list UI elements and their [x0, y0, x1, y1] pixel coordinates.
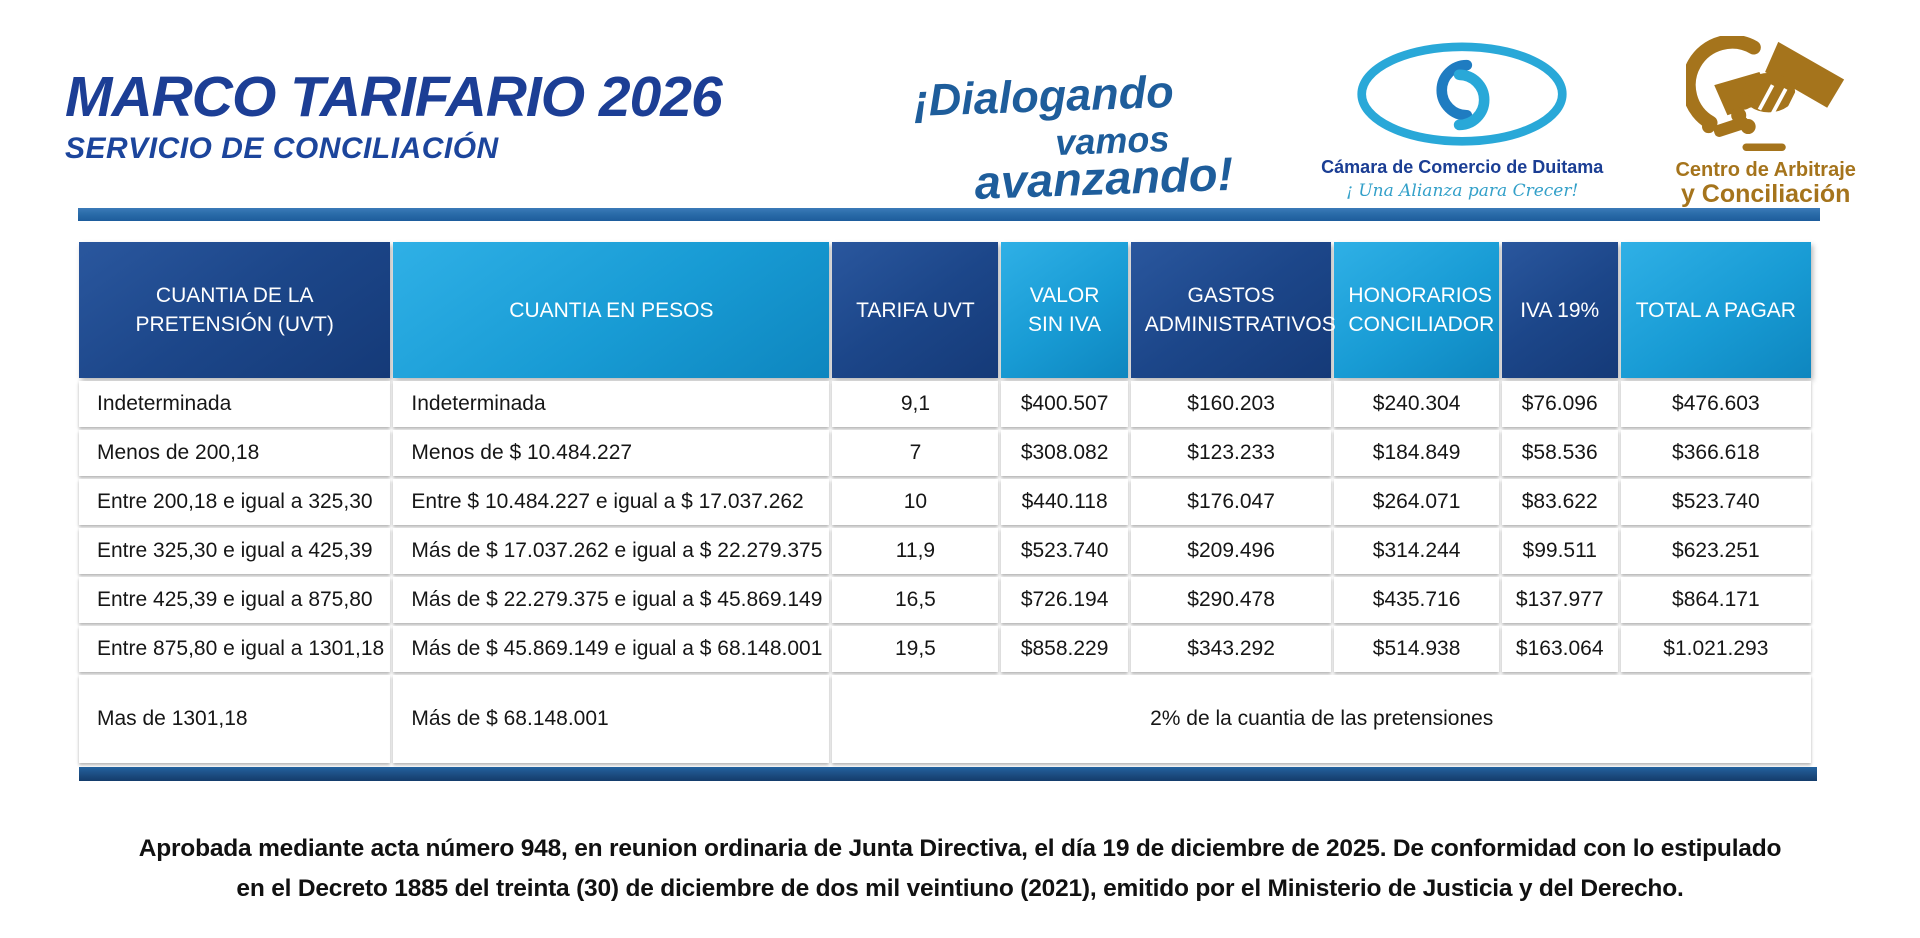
table-cell: Menos de $ 10.484.227	[393, 430, 830, 476]
slogan-line-3: avanzando!	[973, 146, 1235, 209]
table-cell: $184.849	[1334, 430, 1499, 476]
table-cell: $1.021.293	[1620, 626, 1811, 672]
table-cell: Entre 200,18 e igual a 325,30	[79, 479, 391, 525]
table-cell: $435.716	[1334, 577, 1499, 623]
tariff-table: CUANTIA DE LA PRETENSIÓN (UVT) CUANTIA E…	[76, 239, 1814, 766]
table-cell: $76.096	[1501, 381, 1618, 427]
arbitration-center-name-line-2: y Conciliación	[1680, 180, 1851, 208]
table-cell: $523.740	[1001, 528, 1128, 574]
table-cell: 16,5	[832, 577, 999, 623]
table-cell: Entre $ 10.484.227 e igual a $ 17.037.26…	[393, 479, 830, 525]
approval-note-line-2: en el Decreto 1885 del treinta (30) de d…	[236, 875, 1684, 902]
table-cell: 11,9	[832, 528, 999, 574]
table-row: Menos de 200,18 Menos de $ 10.484.227 7 $30…	[79, 430, 1811, 476]
table-cell: $264.071	[1334, 479, 1499, 525]
table-cell: Más de $ 22.279.375 e igual a $ 45.869.1…	[393, 577, 830, 623]
table-cell: Más de $ 17.037.262 e igual a $ 22.279.3…	[393, 528, 830, 574]
table-row: Entre 425,39 e igual a 875,80 Más de $ 22…	[79, 577, 1811, 623]
table-cell: Más de $ 68.148.001	[393, 675, 830, 763]
slogan-line-1: ¡Dialogando	[913, 65, 1175, 126]
title-block: MARCO TARIFARIO 2026 SERVICIO DE CONCILI…	[65, 36, 915, 166]
table-cell: $160.203	[1130, 381, 1332, 427]
column-header-cuantia-uvt: CUANTIA DE LA PRETENSIÓN (UVT)	[79, 242, 391, 378]
tariff-table-body: Indeterminada Indeterminada 9,1 $400.507 $16…	[79, 381, 1811, 763]
column-header-cuantia-pesos: CUANTIA EN PESOS	[393, 242, 830, 378]
slogan: ¡Dialogando vamos avanzando!	[912, 39, 1316, 228]
table-row: Entre 325,30 e igual a 425,39 Más de $ 17…	[79, 528, 1811, 574]
column-header-tarifa-uvt: TARIFA UVT	[832, 242, 999, 378]
table-cell: $623.251	[1620, 528, 1811, 574]
table-cell: $440.118	[1001, 479, 1128, 525]
header-divider-bar	[78, 208, 1820, 221]
column-header-iva: IVA 19%	[1501, 242, 1618, 378]
column-header-gastos-admin: GASTOS ADMINISTRATIVOS	[1130, 242, 1336, 378]
table-row: Entre 200,18 e igual a 325,30 Entre $ 10.…	[79, 479, 1811, 525]
table-cell: $83.622	[1501, 479, 1618, 525]
chamber-tagline: ¡ Una Alianza para Crecer!	[1346, 181, 1579, 201]
table-row-last: Mas de 1301,18 Más de $ 68.148.001 2% de l…	[79, 675, 1811, 763]
table-cell: Entre 875,80 e igual a 1301,18	[79, 626, 391, 672]
table-cell: $343.292	[1130, 626, 1332, 672]
table-cell: $163.064	[1501, 626, 1618, 672]
table-cell: 2% de la cuantia de las pretensiones	[832, 675, 1811, 763]
table-bottom-bar	[79, 767, 1817, 781]
table-cell: $366.618	[1620, 430, 1811, 476]
table-cell: $400.507	[1001, 381, 1128, 427]
table-cell: $864.171	[1620, 577, 1811, 623]
document-header: MARCO TARIFARIO 2026 SERVICIO DE CONCILI…	[0, 0, 1920, 209]
table-cell: $99.511	[1501, 528, 1618, 574]
table-cell: $176.047	[1130, 479, 1332, 525]
chamber-of-commerce-logo: Cámara de Comercio de Duitama ¡ Una Alia…	[1313, 42, 1611, 201]
table-cell: $123.233	[1130, 430, 1332, 476]
table-cell: 19,5	[832, 626, 999, 672]
table-cell: $137.977	[1501, 577, 1618, 623]
table-row: Indeterminada Indeterminada 9,1 $400.507 $16…	[79, 381, 1811, 427]
table-cell: $209.496	[1130, 528, 1332, 574]
table-cell: 10	[832, 479, 999, 525]
table-cell: 7	[832, 430, 999, 476]
arbitration-center-logo: Centro de Arbitraje y Conciliación	[1641, 34, 1890, 208]
table-cell: $58.536	[1501, 430, 1618, 476]
page-subtitle: SERVICIO DE CONCILIACIÓN	[65, 132, 499, 165]
column-header-honorarios: HONORARIOS CONCILIADOR	[1334, 242, 1499, 378]
table-cell: $858.229	[1001, 626, 1128, 672]
table-row: Entre 875,80 e igual a 1301,18 Más de $ 4…	[79, 626, 1811, 672]
table-cell: $476.603	[1620, 381, 1811, 427]
table-cell: Indeterminada	[79, 381, 391, 427]
table-cell: Entre 425,39 e igual a 875,80	[79, 577, 391, 623]
table-cell: $514.938	[1334, 626, 1499, 672]
ccd-monogram-icon	[1347, 42, 1577, 154]
page-title: MARCO TARIFARIO 2026	[65, 65, 723, 129]
table-cell: $523.740	[1620, 479, 1811, 525]
table-cell: Entre 325,30 e igual a 425,39	[79, 528, 391, 574]
arbitration-center-name-line-1: Centro de Arbitraje	[1675, 159, 1856, 181]
table-cell: Indeterminada	[393, 381, 830, 427]
table-cell: Menos de 200,18	[79, 430, 391, 476]
table-cell: $314.244	[1334, 528, 1499, 574]
table-cell: $726.194	[1001, 577, 1128, 623]
table-cell: $290.478	[1130, 577, 1332, 623]
table-cell: $240.304	[1334, 381, 1499, 427]
approval-note-line-1: Aprobada mediante acta número 948, en re…	[138, 835, 1782, 862]
tariff-table-header: CUANTIA DE LA PRETENSIÓN (UVT) CUANTIA E…	[79, 242, 1811, 378]
table-cell: $308.082	[1001, 430, 1128, 476]
table-cell: Mas de 1301,18	[79, 675, 391, 763]
handshake-gavel-icon	[1681, 34, 1846, 158]
chamber-name: Cámara de Comercio de Duitama	[1321, 157, 1604, 177]
table-cell: Más de $ 45.869.149 e igual a $ 68.148.0…	[393, 626, 830, 672]
column-header-total-a-pagar: TOTAL A PAGAR	[1620, 242, 1811, 378]
approval-note: Aprobada mediante acta número 948, en re…	[0, 829, 1920, 909]
column-header-valor-sin-iva: VALOR SIN IVA	[1001, 242, 1128, 378]
table-cell: 9,1	[832, 381, 999, 427]
